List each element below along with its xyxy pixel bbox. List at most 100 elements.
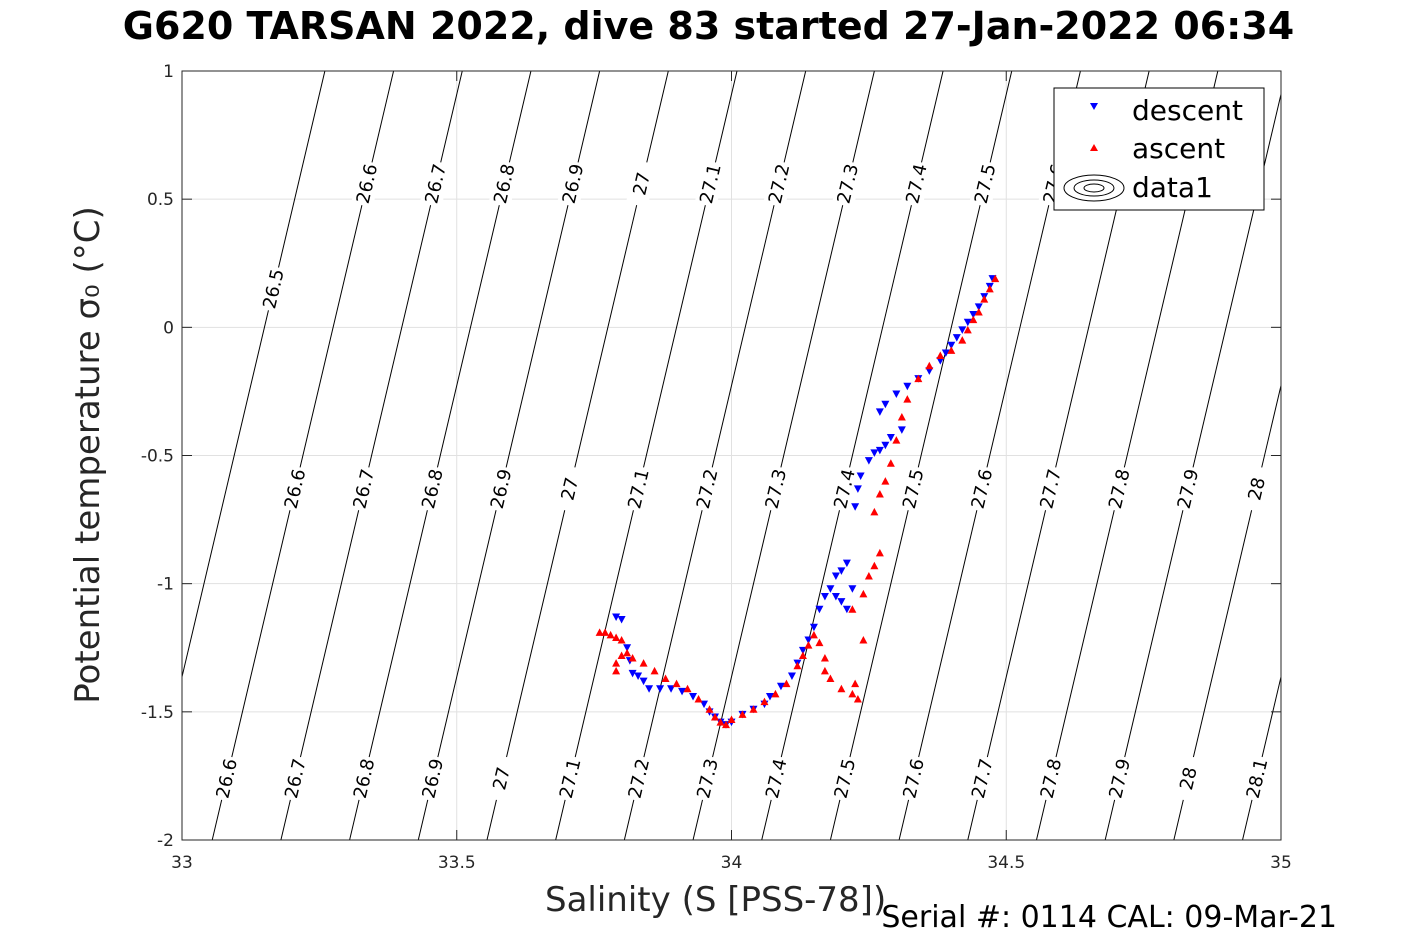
contour-label-mask bbox=[210, 754, 243, 803]
contour-label-mask bbox=[554, 754, 586, 803]
contour-label-lower-group: 27.2 bbox=[691, 464, 723, 513]
ascent-point bbox=[853, 695, 862, 703]
ascent-point bbox=[969, 315, 978, 324]
contour-label-mask bbox=[828, 464, 861, 513]
descent-point bbox=[842, 559, 851, 568]
ascent-point bbox=[793, 661, 802, 670]
contour-label-bottom: 28.1 bbox=[1243, 757, 1273, 801]
contour-label-mask bbox=[347, 464, 380, 513]
contour-label-mask bbox=[1240, 464, 1273, 513]
descent-point bbox=[678, 687, 687, 696]
ascent-point bbox=[886, 459, 895, 467]
contour-label-mask bbox=[900, 159, 933, 208]
descent-point bbox=[875, 408, 884, 416]
contour-label-lower-group: 27.7 bbox=[1034, 464, 1067, 513]
contour-label-mask bbox=[485, 754, 518, 803]
ascent-point bbox=[864, 571, 873, 580]
contour-label-bottom: 26.7 bbox=[281, 757, 311, 801]
x-tick-label: 34.5 bbox=[987, 853, 1025, 873]
descent-point bbox=[798, 646, 807, 655]
descent-point bbox=[815, 605, 824, 614]
contour-label-bottom: 27.3 bbox=[693, 757, 723, 801]
descent-point bbox=[656, 685, 665, 693]
contour-label-bottom-group: 26.6 bbox=[210, 754, 243, 803]
descent-point bbox=[875, 446, 884, 455]
contour-label-upper: 27 bbox=[629, 170, 655, 197]
legend-data1-label: data1 bbox=[1132, 171, 1213, 204]
ascent-point bbox=[870, 561, 879, 570]
contour-label-mask bbox=[760, 464, 792, 513]
ascent-point bbox=[947, 346, 956, 354]
contour-label-bottom-group: 28 bbox=[1172, 754, 1205, 803]
contour-label-upper-group: 26.6 bbox=[351, 159, 383, 208]
ascent-point bbox=[875, 548, 884, 557]
ascent-point bbox=[881, 477, 890, 485]
contour-label-lower: 27.8 bbox=[1105, 467, 1135, 511]
ascent-point bbox=[897, 413, 906, 421]
contour-label-bottom: 26.8 bbox=[350, 757, 380, 801]
ascent-point bbox=[595, 628, 604, 636]
ascent-point bbox=[612, 633, 621, 641]
contour-label-lower: 26.9 bbox=[487, 467, 517, 511]
contour-label-lower-group: 26.6 bbox=[279, 464, 311, 513]
contour-label-bottom-group: 27.3 bbox=[691, 754, 724, 803]
contour-label-mask bbox=[1172, 754, 1205, 803]
ascent-point bbox=[617, 636, 626, 644]
serial-calibration-footer: Serial #: 0114 CAL: 09-Mar-21 bbox=[881, 900, 1337, 935]
contour-label-lower-group: 27.5 bbox=[897, 464, 929, 513]
descent-point bbox=[881, 400, 890, 409]
contour-label-mask bbox=[622, 464, 655, 513]
contour-label-mask bbox=[351, 159, 383, 208]
contour-label-lower: 26.7 bbox=[349, 467, 379, 511]
ascent-point bbox=[851, 679, 860, 688]
contour-label-lower: 27.3 bbox=[762, 467, 792, 511]
descent-point bbox=[612, 613, 621, 621]
contour-label-lower: 26.8 bbox=[418, 467, 448, 511]
ascent-point bbox=[974, 307, 983, 316]
ascent-point bbox=[859, 589, 868, 598]
contour-label-mask bbox=[969, 159, 1001, 208]
contour-label-bottom-group: 27.2 bbox=[623, 754, 655, 803]
ascent-point bbox=[837, 684, 846, 693]
descent-point bbox=[831, 572, 840, 580]
y-tick-label: 0.5 bbox=[147, 190, 174, 210]
contour-label-upper-group: 27.4 bbox=[900, 159, 933, 208]
x-tick-label: 33 bbox=[171, 853, 193, 873]
ascent-point bbox=[848, 689, 857, 698]
contour-label-mask bbox=[419, 159, 452, 208]
contour-label-lower-group: 27.1 bbox=[622, 464, 655, 513]
legend-data1-marker bbox=[1063, 174, 1125, 202]
contour-label-bottom-group: 26.9 bbox=[417, 754, 449, 803]
contour-label-mask bbox=[760, 754, 792, 803]
descent-point bbox=[958, 326, 967, 334]
descent-point bbox=[925, 367, 934, 375]
contour-label-lower-group: 27.9 bbox=[1172, 464, 1204, 513]
ascent-point bbox=[771, 689, 780, 698]
ascent-point bbox=[661, 674, 670, 683]
axis-ticks: 33 33.5 34 34.5 35 -2 -1.5 -1 -0.5 0 0.5 1 bbox=[141, 62, 1292, 873]
legend-ascent-label: ascent bbox=[1132, 132, 1225, 165]
ascent-point bbox=[826, 674, 835, 683]
ascent-point bbox=[859, 636, 868, 644]
contour-label-mask bbox=[832, 159, 864, 208]
ascent-point bbox=[958, 336, 967, 344]
contour-label-bottom: 27.9 bbox=[1105, 757, 1135, 801]
contour-label-bottom-group: 27.1 bbox=[554, 754, 586, 803]
contour-label-mask bbox=[1241, 754, 1273, 803]
contour-label-mask bbox=[1035, 754, 1067, 803]
legend-descent-marker bbox=[1090, 103, 1098, 110]
contour-label-bottom-group: 27.4 bbox=[760, 754, 792, 803]
contour-label-upper-group: 27.3 bbox=[832, 159, 864, 208]
ascent-point bbox=[985, 284, 994, 293]
y-tick-label: 1 bbox=[163, 62, 174, 82]
contour-label-upper-group: 27 bbox=[625, 159, 658, 208]
ascent-point bbox=[749, 705, 758, 713]
contour-label-mask bbox=[1172, 464, 1204, 513]
contour-label-bottom: 27.5 bbox=[831, 757, 861, 801]
x-tick-label: 35 bbox=[1270, 853, 1292, 873]
descent-point bbox=[886, 434, 895, 442]
contour-label-lower-group: 27 bbox=[554, 464, 586, 513]
ascent-point bbox=[612, 666, 621, 675]
descent-point bbox=[974, 303, 983, 311]
ascent-point bbox=[925, 361, 934, 370]
